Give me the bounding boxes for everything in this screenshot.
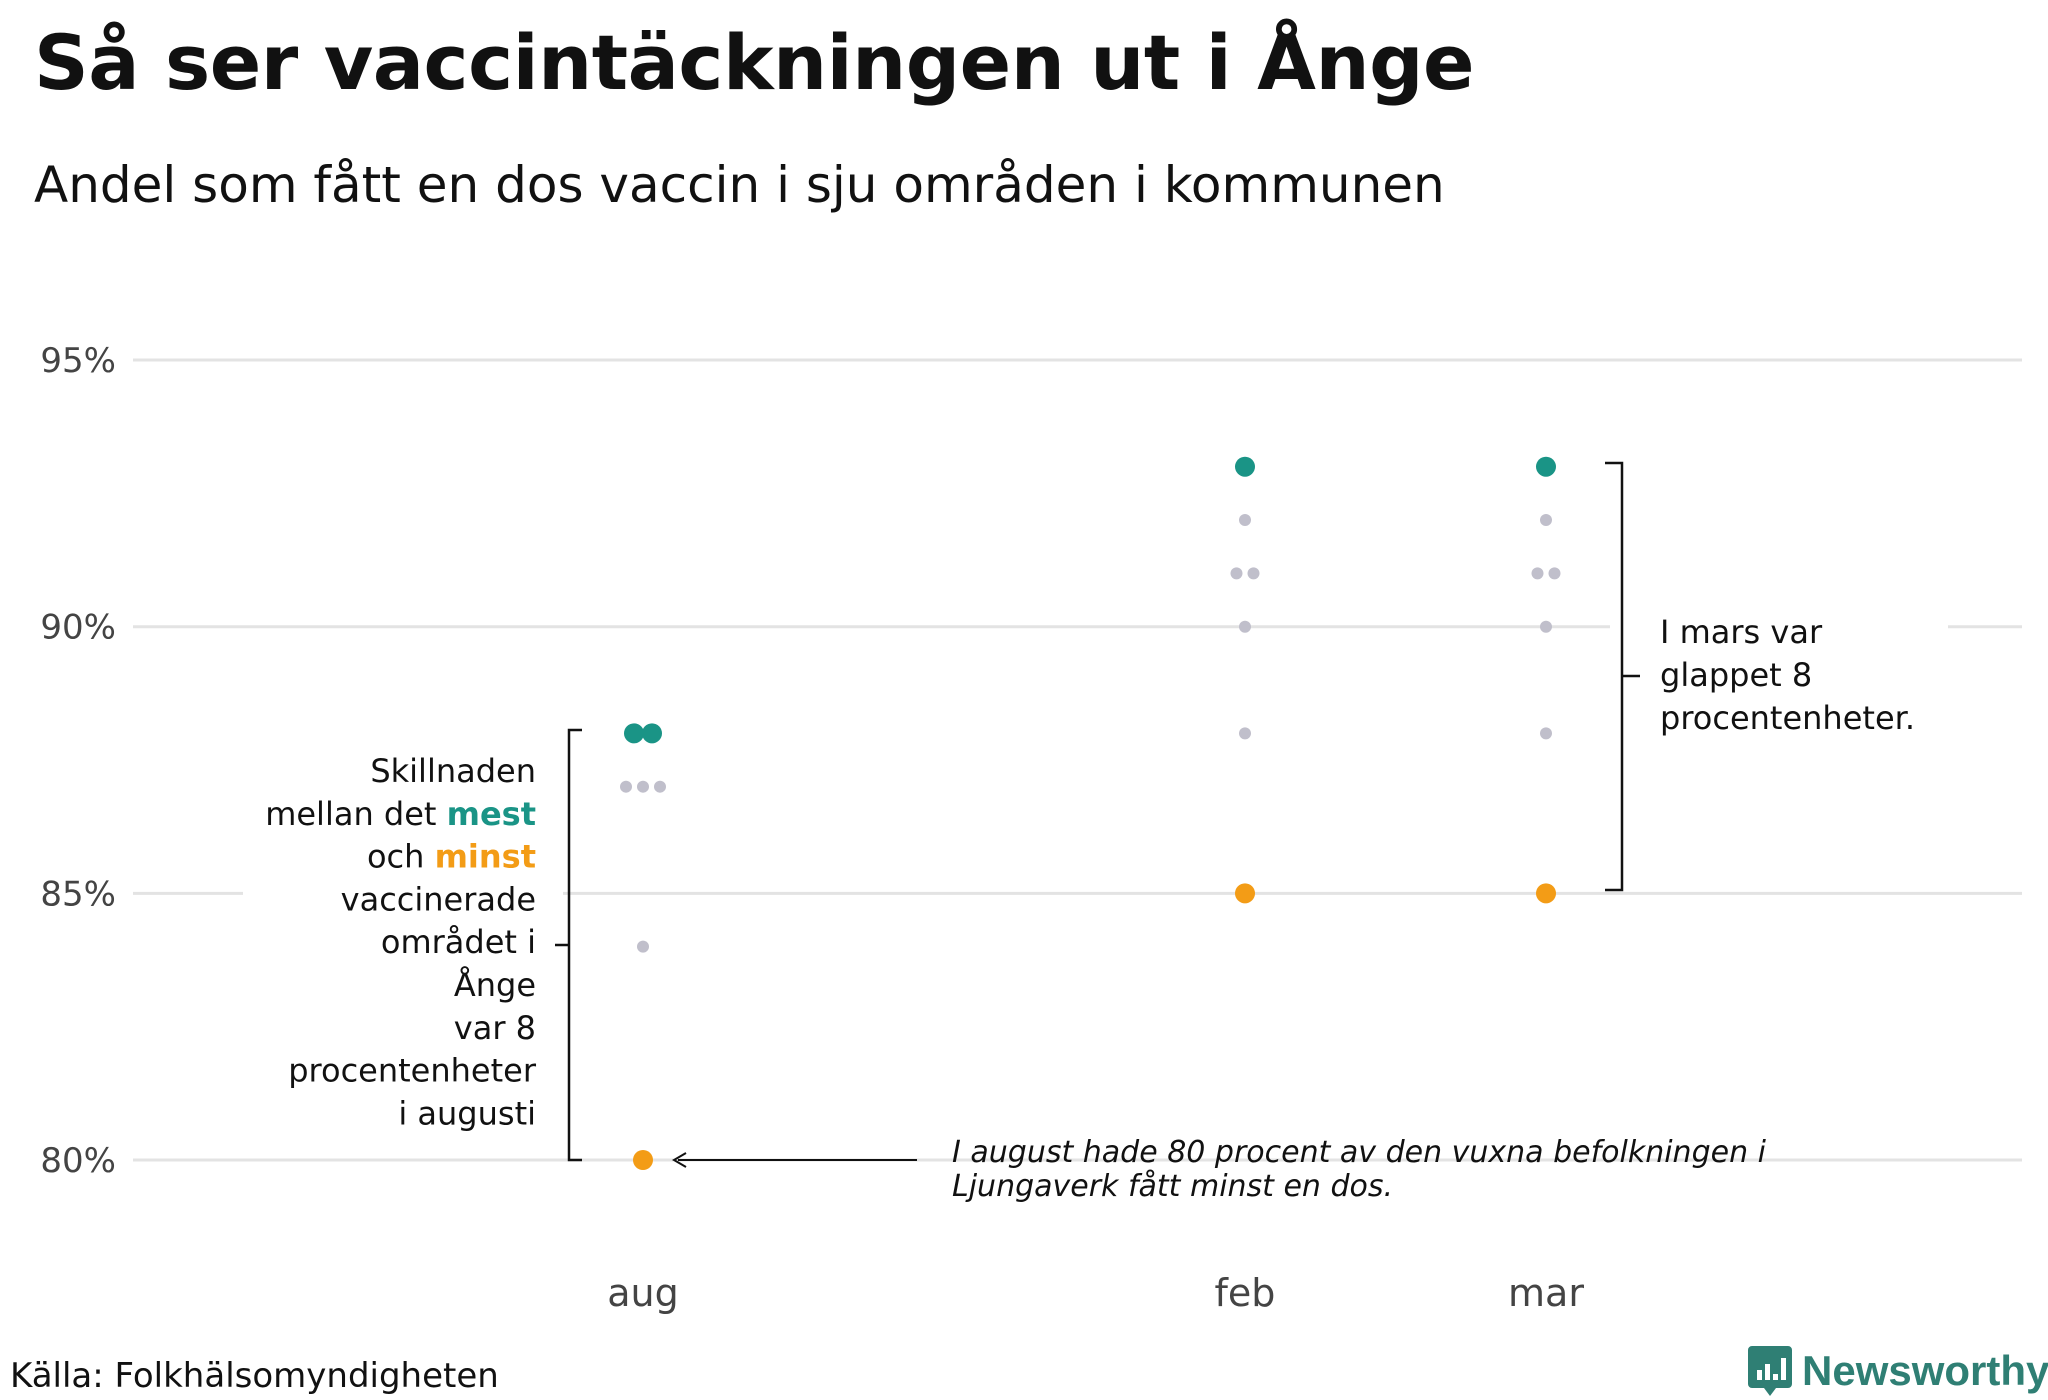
- annotation-right-line: glappet 8: [1660, 656, 1812, 694]
- annotation-left-line: Ånge: [454, 966, 536, 1004]
- newsworthy-logo-icon: [1748, 1346, 1792, 1396]
- data-point-most: [1235, 456, 1255, 477]
- annotation-highlight-least: minst: [435, 838, 536, 876]
- x-tick-label: feb: [1215, 1271, 1276, 1315]
- annotation-text: Skillnaden: [370, 752, 536, 790]
- data-point-other: [1230, 567, 1243, 580]
- x-tick-label: aug: [607, 1271, 679, 1315]
- data-point-most: [642, 723, 662, 744]
- y-tick-label: 95%: [40, 341, 116, 381]
- data-point-other: [1548, 567, 1561, 580]
- annotation-right-line: I mars var: [1660, 613, 1823, 651]
- data-point-most: [624, 723, 644, 744]
- data-point-other: [1239, 514, 1251, 527]
- annotation-left-line: området i: [381, 923, 536, 961]
- annotation-left-line: Skillnaden: [370, 752, 536, 790]
- annotation-left-line: och minst: [367, 838, 536, 876]
- annotation-left-line: vaccinerade: [341, 880, 536, 918]
- annotation-text: Ånge: [454, 966, 536, 1004]
- source-note: Källa: Folkhälsomyndigheten: [10, 1356, 499, 1396]
- annotation-bottom-line: Ljungaverk fått minst en dos.: [952, 1169, 1393, 1204]
- data-point-most: [1536, 456, 1556, 477]
- data-point-other: [637, 780, 649, 793]
- annotation-text: vaccinerade: [341, 880, 536, 918]
- annotation-text: och: [367, 838, 435, 876]
- annotation-right-line: procentenheter.: [1660, 699, 1915, 737]
- y-tick-label: 90%: [40, 608, 116, 648]
- arrow-head-icon: [672, 1152, 687, 1168]
- data-point-other: [1540, 620, 1552, 633]
- y-tick-label: 85%: [40, 874, 116, 914]
- annotation-left-line: var 8: [454, 1009, 536, 1047]
- chart-subtitle: Andel som fått en dos vaccin i sju områd…: [34, 156, 1445, 214]
- data-point-other: [1239, 727, 1251, 740]
- annotation-left-line: mellan det mest: [265, 795, 536, 833]
- brand-logo: Newsworthy: [1748, 1346, 2048, 1396]
- dot-plot-chart: 95% 90% 85% 80% aug feb mar Skillnaden mellan de…: [40, 341, 2022, 1315]
- data-point-other: [1239, 620, 1251, 633]
- annotation-left-line: i augusti: [398, 1094, 536, 1132]
- annotation-text: var 8: [454, 1009, 536, 1047]
- annotation-text: mellan det: [265, 795, 446, 833]
- annotation-text: området i: [381, 923, 536, 961]
- data-point-other: [654, 780, 666, 793]
- annotation-text: i augusti: [398, 1094, 536, 1132]
- data-point-other: [1531, 567, 1544, 580]
- data-point-other: [1540, 514, 1552, 527]
- x-tick-label: mar: [1508, 1271, 1584, 1315]
- brand-name: Newsworthy: [1802, 1347, 2048, 1394]
- data-point-other: [620, 780, 632, 793]
- data-point-other: [637, 940, 649, 953]
- annotation-left-line: procentenheter: [288, 1052, 537, 1090]
- chart-title: Så ser vaccintäckningen ut i Ånge: [34, 18, 1475, 107]
- data-point-least: [1536, 883, 1556, 904]
- y-tick-label: 80%: [40, 1141, 116, 1181]
- data-point-least: [633, 1150, 653, 1170]
- data-point-least: [1235, 883, 1255, 904]
- annotation-text: procentenheter: [288, 1052, 537, 1090]
- annotation-highlight-most: mest: [447, 795, 536, 833]
- annotation-bottom-line: I august hade 80 procent av den vuxna be…: [952, 1135, 1767, 1170]
- data-point-other: [1540, 727, 1552, 740]
- data-point-other: [1247, 567, 1260, 580]
- aug-range-bracket: [555, 728, 582, 1162]
- mar-range-bracket: [1605, 461, 1640, 892]
